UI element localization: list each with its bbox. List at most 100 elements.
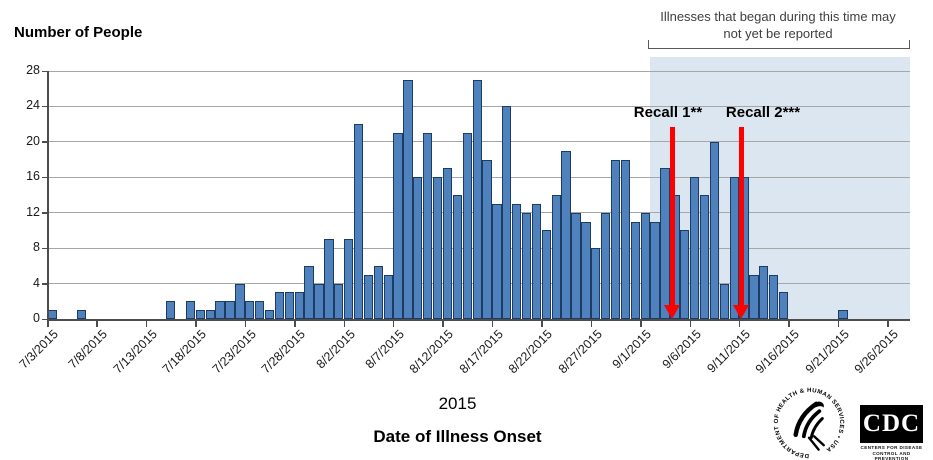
bar	[591, 248, 601, 319]
recall-arrow-head	[733, 305, 750, 319]
y-tick-mark	[42, 318, 47, 320]
bar	[650, 222, 660, 319]
x-tick-mark	[541, 321, 543, 327]
x-tick-mark	[689, 321, 692, 327]
y-tick-label: 16	[26, 169, 40, 184]
bar	[531, 204, 542, 319]
bar	[541, 230, 551, 319]
bar	[689, 177, 700, 319]
x-tick-mark	[145, 321, 148, 327]
x-tick-mark	[590, 321, 593, 327]
bar	[314, 284, 324, 319]
y-axis-line	[47, 71, 49, 319]
bar	[383, 275, 393, 319]
bar	[413, 177, 423, 319]
bar	[640, 213, 650, 319]
x-tick-mark	[788, 321, 790, 327]
bar	[769, 275, 779, 319]
y-tick-mark	[42, 247, 47, 250]
hhs-eagle-icon	[793, 401, 825, 451]
bar	[215, 301, 225, 319]
x-tick-mark	[343, 321, 346, 327]
recall-2-label: Recall 2***	[725, 104, 801, 121]
bar	[729, 177, 739, 319]
bar	[709, 142, 720, 319]
y-tick-mark	[42, 212, 47, 214]
bar	[284, 292, 294, 319]
x-axis-title: Date of Illness Onset	[373, 427, 542, 446]
bar	[472, 80, 482, 319]
bar	[699, 195, 710, 319]
cdc-acronym: CDC	[862, 410, 921, 437]
bar	[462, 133, 472, 319]
bar	[749, 275, 759, 319]
bar	[630, 222, 640, 319]
y-tick-label: 20	[26, 133, 40, 148]
bar	[423, 133, 433, 319]
bar	[492, 204, 502, 319]
bar	[205, 310, 215, 319]
cdc-logo-text-line1: CENTERS FOR DISEASE	[860, 445, 923, 450]
bar	[166, 301, 176, 319]
cdc-logo: CDC	[860, 405, 923, 443]
bar	[274, 292, 285, 319]
y-tick-label: 8	[33, 240, 40, 255]
bar	[353, 124, 364, 319]
bar	[235, 284, 245, 319]
bar	[502, 106, 512, 319]
bar	[324, 239, 334, 319]
bar	[482, 160, 492, 319]
bar	[185, 301, 196, 319]
y-tick-mark	[42, 70, 47, 72]
bar	[264, 310, 275, 319]
x-tick-mark	[195, 321, 197, 327]
bar	[195, 310, 206, 319]
bar	[620, 160, 631, 319]
bar	[571, 213, 581, 319]
x-tick-mark	[738, 321, 741, 327]
bar	[403, 80, 413, 319]
unreported-note: Illnesses that began during this time ma…	[660, 9, 896, 41]
bar	[512, 204, 522, 319]
bar	[442, 168, 453, 319]
y-tick-label: 4	[33, 275, 40, 290]
bar	[432, 177, 443, 319]
bar	[373, 266, 383, 319]
bar	[225, 301, 235, 319]
y-axis-title: Number of People	[14, 24, 143, 41]
gridline	[47, 70, 910, 72]
bar	[581, 222, 591, 319]
x-tick-mark	[837, 321, 840, 327]
bar	[719, 284, 729, 319]
x-tick-mark	[47, 321, 49, 327]
x-tick-mark	[294, 321, 296, 327]
bar	[660, 168, 670, 319]
bar	[77, 310, 87, 319]
bar	[561, 151, 571, 319]
bar	[334, 284, 344, 319]
bar	[838, 310, 848, 319]
hhs-logo: DEPARTMENT OF HEALTH & HUMAN SERVICES • …	[774, 388, 844, 458]
recall-arrow-shaft	[738, 127, 744, 306]
x-tick-mark	[96, 321, 98, 327]
x-tick-mark	[640, 321, 642, 327]
bar	[778, 292, 789, 319]
recall-1-label: Recall 1**	[633, 104, 703, 121]
x-tick-mark	[887, 321, 889, 327]
y-tick-label: 24	[26, 98, 40, 113]
bar	[680, 230, 690, 319]
y-tick-label: 12	[26, 204, 40, 219]
bar	[363, 275, 374, 319]
bar	[610, 160, 621, 319]
bar	[304, 266, 314, 319]
bar	[245, 301, 255, 319]
y-tick-mark	[42, 176, 47, 179]
bracket-line	[648, 40, 910, 49]
bar	[47, 310, 57, 319]
recall-arrow-shaft	[669, 127, 675, 306]
y-tick-mark	[42, 141, 47, 143]
bar	[255, 301, 265, 319]
y-tick-mark	[42, 105, 47, 108]
y-tick-label: 0	[33, 311, 40, 325]
